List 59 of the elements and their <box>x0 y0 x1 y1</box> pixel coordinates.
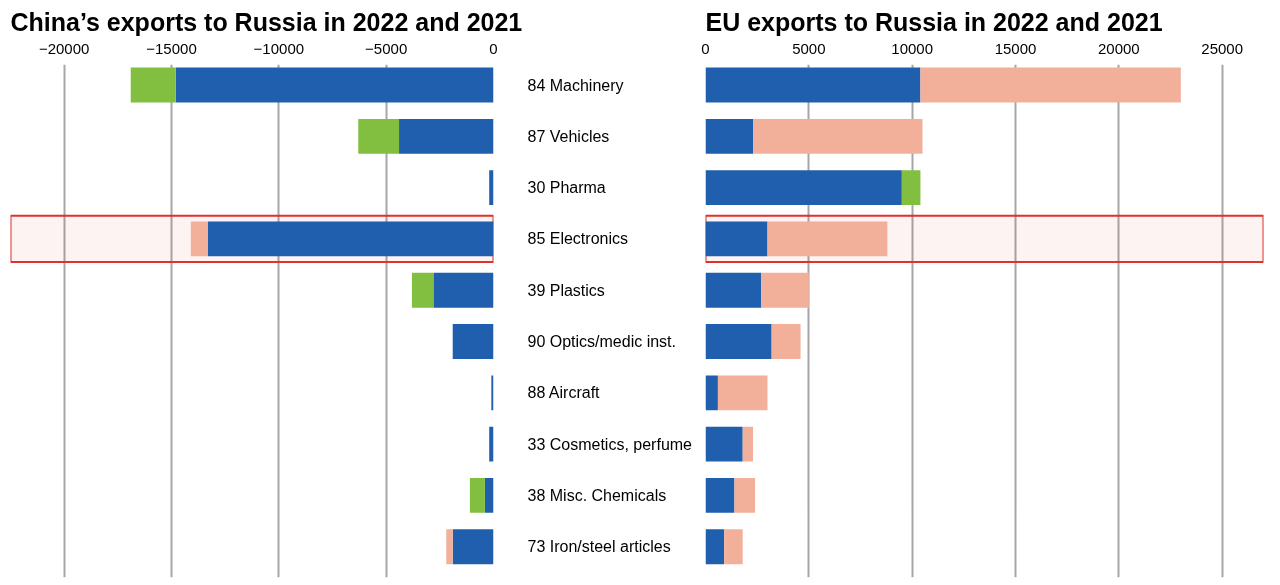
bar <box>705 529 725 565</box>
bar <box>130 67 176 103</box>
x-tick-label: 5000 <box>792 39 826 57</box>
bar <box>705 170 902 206</box>
bar <box>724 529 743 565</box>
bar <box>761 272 809 308</box>
bar <box>452 529 494 565</box>
y-tick-label: 88 Aircraft <box>527 384 601 402</box>
x-tick-label: 25000 <box>1201 39 1244 57</box>
bar <box>705 118 754 154</box>
bar <box>469 477 485 513</box>
chart-title: China’s exports to Russia in 2022 and 2021 <box>10 7 523 36</box>
y-tick-label: 33 Cosmetics, perfume <box>527 435 693 453</box>
x-tick-label: −10000 <box>253 39 305 57</box>
bar <box>491 375 494 411</box>
bar <box>753 118 923 154</box>
y-tick-label: 30 Pharma <box>527 179 606 197</box>
bar <box>489 426 494 462</box>
x-tick-label: −15000 <box>146 39 197 57</box>
bar <box>771 324 801 359</box>
y-tick-label: 73 Iron/steel articles <box>527 538 671 556</box>
bar <box>207 221 494 257</box>
bar <box>705 426 743 462</box>
bar <box>742 426 754 462</box>
bar <box>190 221 208 257</box>
bar <box>358 118 400 154</box>
chart-title: EU exports to Russia in 2022 and 2021 <box>705 7 1163 36</box>
y-tick-label: 39 Plastics <box>527 281 605 299</box>
y-tick-label: 38 Misc. Chemicals <box>527 486 667 504</box>
bar <box>452 324 494 359</box>
x-tick-label: −20000 <box>38 39 90 57</box>
bar <box>433 272 494 308</box>
bar <box>175 67 494 103</box>
y-tick-label: 85 Electronics <box>527 230 628 248</box>
bar <box>717 375 768 411</box>
y-tick-label: 90 Optics/medic inst. <box>527 333 676 351</box>
bar <box>705 477 735 513</box>
bar <box>705 324 772 359</box>
x-tick-label: 0 <box>701 39 710 57</box>
bar <box>484 477 494 513</box>
y-tick-label: 87 Vehicles <box>527 127 610 145</box>
bar <box>446 529 453 565</box>
x-tick-label: 0 <box>489 39 498 57</box>
bar <box>734 477 756 513</box>
bar <box>411 272 434 308</box>
x-tick-label: 15000 <box>994 39 1037 57</box>
bar <box>705 272 762 308</box>
bar <box>767 221 888 257</box>
bar <box>920 67 1181 103</box>
bar <box>489 170 494 206</box>
x-tick-label: −5000 <box>365 39 408 57</box>
bar <box>705 221 768 257</box>
x-tick-label: 10000 <box>891 39 934 57</box>
bar <box>399 118 494 154</box>
bar <box>705 375 718 411</box>
x-tick-label: 20000 <box>1097 39 1140 57</box>
bar <box>705 67 921 103</box>
bar <box>901 170 921 206</box>
y-tick-label: 84 Machinery <box>527 76 624 94</box>
